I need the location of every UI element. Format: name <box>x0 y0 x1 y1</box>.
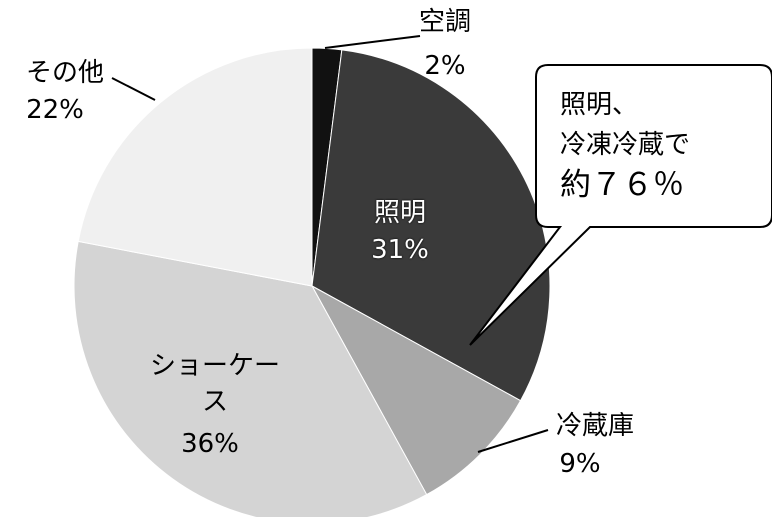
callout-box <box>469 64 772 346</box>
leader-line <box>477 429 549 453</box>
leader-line <box>111 77 156 101</box>
annotation: 照明、冷凍冷蔵で約７６％ <box>560 85 690 205</box>
slice-label: その他 <box>25 58 104 88</box>
value-label: 9% <box>559 449 601 479</box>
annotation-line: 照明、 <box>560 90 639 120</box>
slice-label: ショーケース <box>149 351 280 417</box>
slice-label: 空調 <box>418 7 471 37</box>
leader-line <box>324 35 421 49</box>
value-label: 22% <box>26 95 84 125</box>
annotation-line: 冷凍冷蔵で <box>560 130 691 160</box>
slice-label: 冷蔵庫 <box>555 411 634 441</box>
value-label: 2% <box>424 51 466 81</box>
pie-slice <box>311 49 551 402</box>
pie-slice <box>73 240 428 517</box>
value-label: 36% <box>181 429 239 459</box>
pie-slice <box>77 47 313 287</box>
slice-label: 照明 <box>373 198 426 228</box>
value-label: 31% <box>371 235 429 265</box>
pie-slice <box>310 284 522 496</box>
annotation-line: 約７６％ <box>560 167 684 203</box>
